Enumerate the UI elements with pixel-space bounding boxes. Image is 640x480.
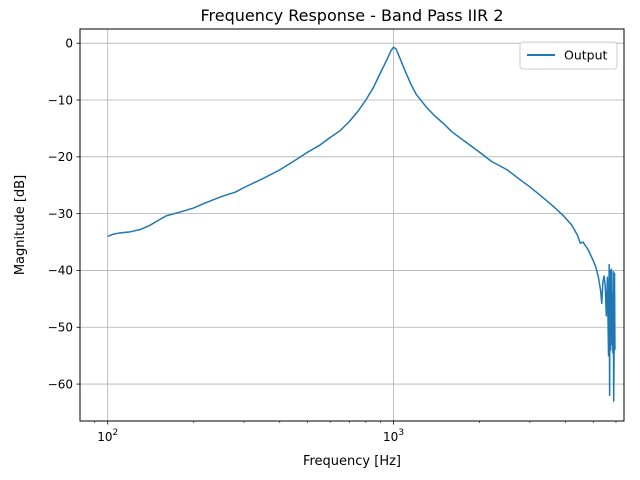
y-tick-label: 0: [65, 37, 73, 51]
y-axis-label: Magnitude [dB]: [13, 175, 28, 275]
y-axis-ticks: 0 −10 −20 −30 −40 −50 −60: [48, 37, 80, 391]
x-axis-label: Frequency [Hz]: [303, 454, 401, 469]
y-tick-label: −50: [48, 321, 73, 335]
y-tick-label: −30: [48, 207, 73, 221]
y-tick-label: −40: [48, 264, 73, 278]
y-tick-label: −10: [48, 93, 73, 107]
legend: Output: [519, 41, 618, 70]
series-line-output: [107, 46, 616, 402]
chart-title: Frequency Response - Band Pass IIR 2: [200, 6, 503, 25]
plot-series: [107, 46, 616, 402]
x-tick-label: 102: [97, 428, 118, 444]
x-tick-label: 103: [383, 428, 404, 444]
legend-label-output: Output: [564, 48, 608, 63]
legend-box: [519, 41, 618, 70]
x-axis-ticks: 102 103: [97, 421, 404, 444]
grid-lines: [80, 29, 624, 421]
y-tick-label: −60: [48, 377, 73, 391]
y-tick-label: −20: [48, 150, 73, 164]
plot-frame: [79, 28, 625, 422]
